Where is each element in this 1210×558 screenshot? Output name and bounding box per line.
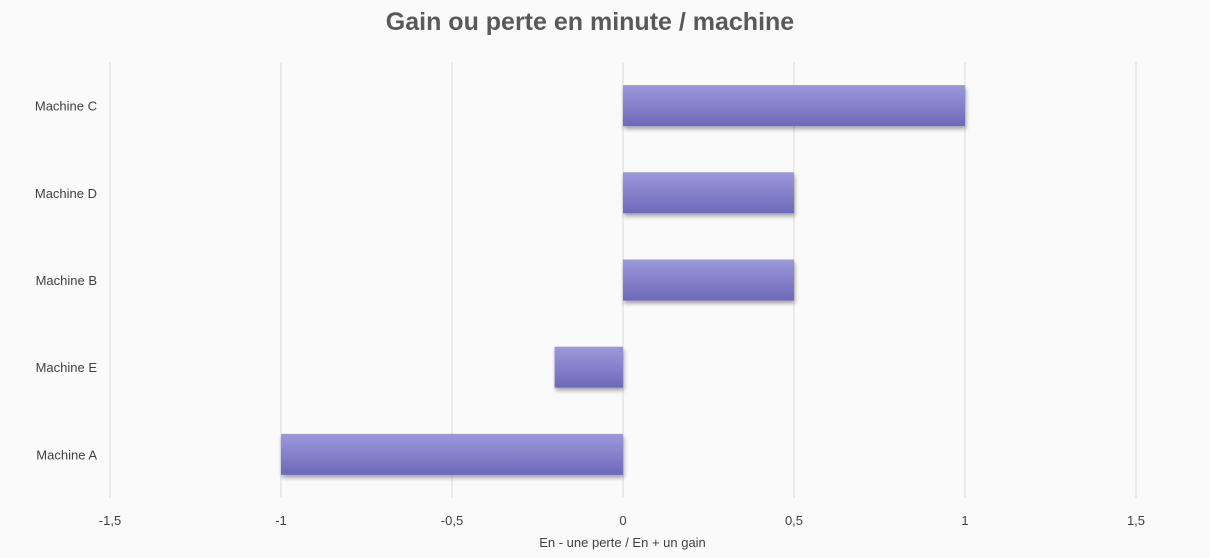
- x-axis-tick-labels: -1,5 -1 -0,5 0 0,5 1 1,5: [99, 513, 1145, 528]
- y-category-label: Machine E: [36, 360, 98, 375]
- y-category-label: Machine A: [36, 447, 97, 462]
- bar-machine-c: [623, 85, 965, 127]
- x-tick-label: 0,5: [785, 513, 803, 528]
- bars: [281, 85, 965, 475]
- chart-title: Gain ou perte en minute / machine: [385, 8, 795, 36]
- y-category-label: Machine B: [36, 273, 97, 288]
- x-tick-label: 0: [619, 513, 626, 528]
- y-category-label: Machine C: [35, 99, 97, 114]
- x-tick-label: -0,5: [441, 513, 463, 528]
- y-category-label: Machine D: [35, 186, 97, 201]
- bar-machine-e: [554, 346, 623, 388]
- y-axis-category-labels: Machine C Machine D Machine B Machine E Mach…: [35, 99, 97, 463]
- gridlines: [109, 62, 1137, 498]
- x-tick-label: 1,5: [1127, 513, 1145, 528]
- bar-machine-d: [623, 172, 794, 214]
- bar-machine-b: [623, 259, 794, 301]
- x-axis-title: En - une perte / En + un gain: [539, 535, 706, 550]
- x-tick-label: -1,5: [99, 513, 121, 528]
- x-tick-label: 1: [961, 513, 968, 528]
- x-tick-label: -1: [275, 513, 287, 528]
- bar-machine-a: [281, 433, 623, 475]
